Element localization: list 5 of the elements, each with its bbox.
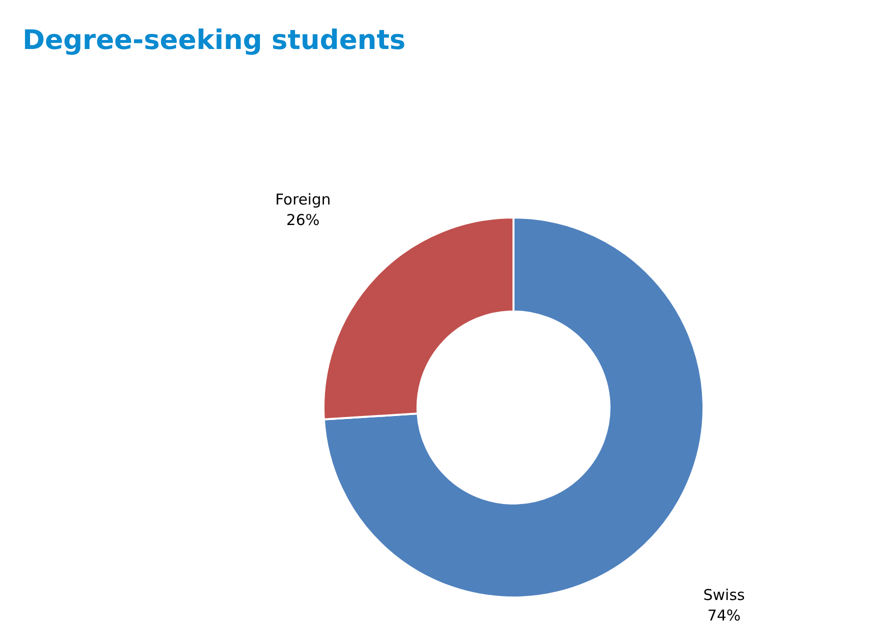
data-label: 26% [286,211,320,230]
slice-label: Foreign [275,190,331,208]
chart-title: Degree-seeking students [22,25,406,56]
slice-label: Swiss [703,586,746,604]
data-label: 74% [707,606,741,624]
